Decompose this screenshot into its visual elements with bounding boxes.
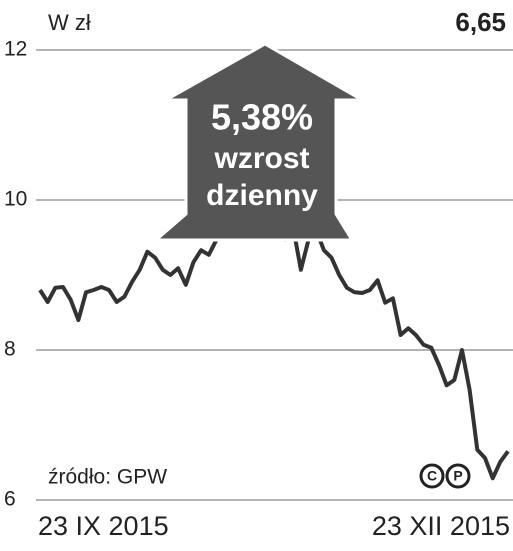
y-tick-label: 10 (4, 188, 27, 211)
x-tick-label: 23 IX 2015 (38, 511, 169, 541)
y-tick-label: 12 (4, 38, 27, 61)
rights-letter: P (453, 468, 462, 484)
annotation-text: 5,38% (211, 97, 313, 138)
rights-icon (445, 463, 471, 489)
y-tick-label: 6 (4, 488, 16, 511)
rights-icon (419, 463, 445, 489)
rights-letter: C (427, 468, 437, 484)
x-tick-label: 23 XII 2015 (372, 511, 510, 541)
annotation-text: wzrost (213, 142, 309, 175)
value-label: 6,65 (455, 7, 506, 37)
y-tick-label: 8 (4, 338, 16, 361)
annotation-text: dzienny (206, 179, 318, 212)
source: źródło: GPW (48, 466, 167, 489)
chart-title: W zł (48, 10, 91, 35)
annotation-arrow (151, 42, 368, 242)
